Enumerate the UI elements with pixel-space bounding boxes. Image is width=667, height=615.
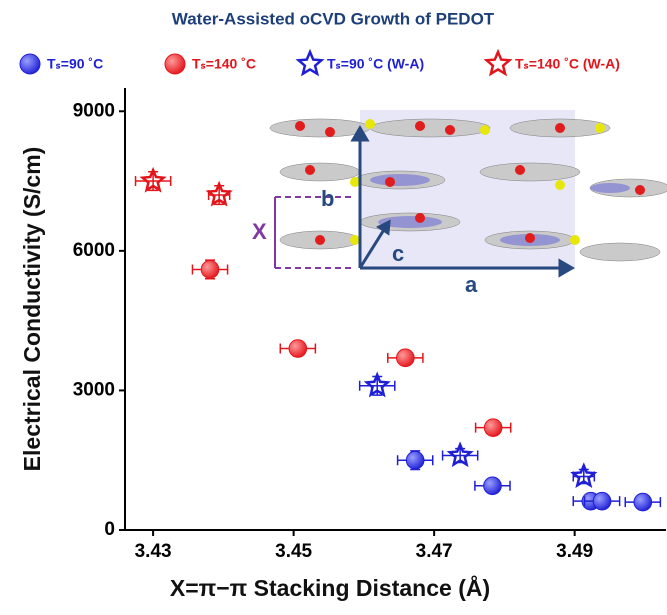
- annotation: c: [392, 241, 404, 266]
- legend-marker: [20, 54, 40, 74]
- y-tick-label: 9000: [73, 100, 115, 121]
- circle-marker: [397, 349, 415, 367]
- legend-label: Tₛ=90 ˚C (W-A): [327, 56, 424, 72]
- annotation: a: [465, 272, 478, 297]
- circle-marker: [593, 492, 611, 510]
- y-tick-label: 3000: [73, 379, 115, 400]
- chart-title: Water-Assisted oCVD Growth of PEDOT: [172, 9, 495, 28]
- y-tick-label: 0: [104, 519, 115, 540]
- legend-marker: [487, 52, 510, 74]
- x-tick-label: 3.49: [556, 541, 593, 562]
- y-axis-label: Electrical Conductivity (S/cm): [19, 147, 45, 472]
- circle-marker: [484, 419, 502, 437]
- crystal-structure-inset: a b c X: [252, 110, 667, 297]
- legend-item: Tₛ=90 ˚C: [20, 54, 103, 74]
- annotation: X: [252, 219, 267, 244]
- x-axis-label: X=π−π Stacking Distance (Å): [170, 574, 490, 601]
- legend-item: Tₛ=90 ˚C (W-A): [299, 52, 425, 74]
- circle-marker: [484, 477, 502, 495]
- circle-marker: [406, 451, 424, 469]
- x-tick-label: 3.45: [275, 541, 312, 562]
- annotation: b: [321, 186, 334, 211]
- legend-marker: [165, 54, 185, 74]
- legend-label: Tₛ=90 ˚C: [47, 56, 103, 72]
- legend-label: Tₛ=140 ˚C: [192, 56, 256, 72]
- legend-marker: [299, 52, 322, 74]
- chart: Water-Assisted oCVD Growth of PEDOT X=π−…: [0, 0, 667, 610]
- legend-label: Tₛ=140 ˚C (W-A): [515, 56, 620, 72]
- x-tick-label: 3.43: [135, 541, 172, 562]
- circle-marker: [634, 493, 652, 511]
- legend-item: Tₛ=140 ˚C (W-A): [487, 52, 620, 74]
- y-tick-label: 6000: [73, 240, 115, 261]
- x-tick-label: 3.47: [416, 541, 453, 562]
- circle-marker: [289, 340, 307, 358]
- circle-marker: [201, 261, 219, 279]
- legend-item: Tₛ=140 ˚C: [165, 54, 256, 74]
